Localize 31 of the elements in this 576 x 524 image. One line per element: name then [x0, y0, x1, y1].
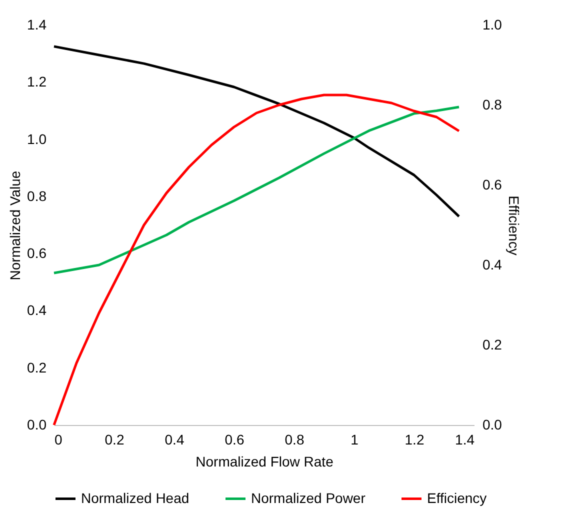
x-tick-label: 0.8	[284, 432, 304, 448]
y2-tick-label: 0.4	[482, 256, 502, 272]
line-series	[52, 45, 460, 218]
y-tick-label: 0.2	[27, 359, 47, 376]
x-tick-label: 0	[54, 432, 62, 448]
legend-label: Efficiency	[427, 490, 487, 506]
y-axis-title: Normalized Value	[7, 170, 24, 280]
y2-tick-label: 0.6	[482, 176, 502, 192]
x-tick-label: 1.2	[404, 432, 424, 448]
y-tick-label: 1.0	[27, 130, 47, 147]
line-series	[52, 106, 460, 274]
x-tick-label: 1	[350, 432, 359, 448]
y-tick-label: 1.4	[27, 16, 47, 32]
y-tick-label: 0.8	[27, 188, 47, 204]
x-axis-title: Normalized Flow Rate	[196, 454, 334, 470]
y-tick-label: 0.0	[27, 416, 47, 432]
y2-axis-title: Efficiency	[506, 196, 522, 256]
x-tick-label: 0.2	[104, 432, 124, 448]
y2-tick-label: 0.0	[482, 416, 502, 432]
y2-tick-label: 0.8	[482, 96, 502, 112]
y2-tick-label: 1.0	[482, 16, 502, 32]
y-tick-label: 1.2	[27, 74, 47, 90]
y-tick-label: 0.6	[27, 245, 47, 262]
legend-label: Normalized Power	[251, 490, 366, 506]
x-tick-label: 0.4	[164, 432, 184, 448]
x-tick-label: 0.6	[224, 432, 244, 448]
y-tick-label: 0.4	[27, 302, 47, 318]
y2-tick-label: 0.2	[482, 336, 502, 352]
legend-label: Normalized Head	[81, 490, 190, 506]
line-series	[52, 94, 460, 426]
x-tick-label: 1.4	[455, 432, 475, 448]
